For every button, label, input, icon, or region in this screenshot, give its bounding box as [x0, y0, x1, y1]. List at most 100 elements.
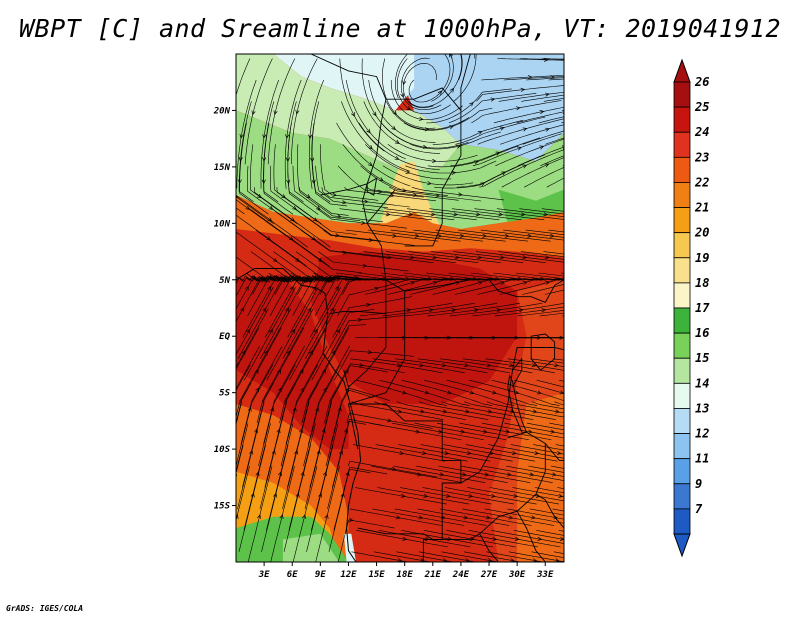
country-border	[442, 347, 527, 484]
streamline	[403, 107, 493, 131]
streamline	[488, 444, 564, 459]
streamline	[372, 508, 465, 526]
streamline	[316, 208, 408, 229]
streamline-arrow	[464, 363, 469, 368]
streamline	[345, 229, 439, 242]
streamline-arrow	[289, 285, 294, 291]
streamline	[396, 58, 451, 115]
streamline-arrow	[595, 234, 599, 238]
streamline-arrow	[363, 199, 369, 204]
streamline	[291, 58, 318, 165]
lon-tick-label: 30E	[508, 570, 526, 580]
streamline-arrow	[237, 179, 242, 184]
streamline	[555, 444, 564, 447]
streamline-arrow	[405, 169, 411, 174]
wbpt-region-deepred-west	[236, 274, 349, 450]
streamline-arrow	[590, 93, 594, 96]
streamline	[263, 345, 305, 445]
streamline	[483, 465, 564, 481]
streamline-arrow	[238, 156, 243, 162]
streamline-arrow	[581, 494, 585, 497]
plot-frame	[235, 53, 565, 563]
streamline-arrow	[432, 158, 437, 164]
streamline	[512, 487, 564, 498]
colorbar-swatch	[673, 508, 691, 535]
streamline	[559, 379, 564, 382]
country-border	[512, 357, 523, 388]
streamline-arrow	[367, 350, 373, 355]
streamline-arrow	[474, 50, 478, 54]
streamline-arrow	[368, 237, 374, 243]
streamline-arrow	[534, 451, 540, 456]
streamline	[513, 530, 564, 540]
streamline-arrow	[600, 559, 604, 563]
streamline	[381, 122, 469, 149]
streamline	[354, 487, 447, 505]
streamline	[526, 77, 564, 81]
streamline-arrow	[584, 580, 588, 583]
streamline	[491, 530, 564, 544]
streamline	[333, 350, 414, 381]
streamline-arrow	[451, 170, 457, 175]
streamline-arrow	[366, 128, 371, 134]
streamline-arrow	[300, 471, 305, 476]
streamline-arrow	[544, 255, 550, 260]
streamline-arrow	[419, 363, 424, 368]
streamline	[399, 487, 492, 505]
streamline-arrow	[455, 280, 461, 285]
streamline-arrow	[341, 200, 347, 205]
streamline	[458, 229, 551, 242]
colorbar-swatch	[673, 307, 691, 334]
streamline-arrow	[532, 409, 538, 414]
streamline-arrow	[444, 451, 450, 456]
streamline-arrow	[518, 308, 524, 313]
lat-tick-label: 15S	[214, 502, 231, 512]
streamline-arrow	[421, 451, 427, 456]
streamline	[426, 88, 512, 124]
streamline-arrow	[208, 111, 211, 115]
streamline	[408, 54, 451, 103]
streamline-arrow	[522, 255, 528, 260]
streamline-arrow	[229, 494, 232, 498]
streamline	[236, 214, 307, 267]
streamline	[315, 466, 340, 562]
colorbar-label: 21	[694, 201, 709, 215]
streamline	[441, 551, 500, 562]
streamline	[325, 389, 374, 467]
streamline-arrow	[387, 418, 392, 423]
colorbar-swatch	[673, 382, 691, 409]
streamline	[348, 460, 438, 478]
streamline	[419, 401, 511, 420]
streamline-arrow	[311, 179, 316, 185]
streamline-arrow	[427, 181, 432, 186]
colorbar-label: 14	[695, 376, 709, 390]
streamline	[481, 422, 564, 439]
streamline	[337, 165, 424, 198]
streamline	[390, 229, 484, 242]
streamline-arrow	[303, 276, 308, 282]
streamline-arrow	[250, 492, 255, 498]
streamline-arrow	[522, 280, 528, 285]
streamline-arrow	[412, 192, 418, 197]
streamline-arrow	[469, 102, 474, 107]
streamline	[282, 401, 310, 509]
lake-outline	[507, 374, 528, 433]
streamline	[368, 229, 461, 242]
streamline-arrow	[468, 493, 474, 498]
streamline	[236, 401, 242, 426]
streamline-arrow	[322, 387, 327, 393]
streamline	[279, 327, 327, 424]
wbpt-region-blue-north	[404, 54, 564, 162]
streamline	[375, 444, 468, 462]
streamline	[539, 312, 564, 317]
streamline-arrow	[273, 492, 278, 498]
streamline-arrow	[517, 276, 523, 281]
streamline	[569, 148, 656, 187]
streamline-arrow	[578, 410, 582, 414]
streamline	[387, 144, 478, 162]
streamline	[489, 487, 564, 502]
colorbar-swatch	[673, 408, 691, 434]
lat-tick-label: 5S	[219, 389, 230, 399]
streamline	[238, 444, 266, 552]
